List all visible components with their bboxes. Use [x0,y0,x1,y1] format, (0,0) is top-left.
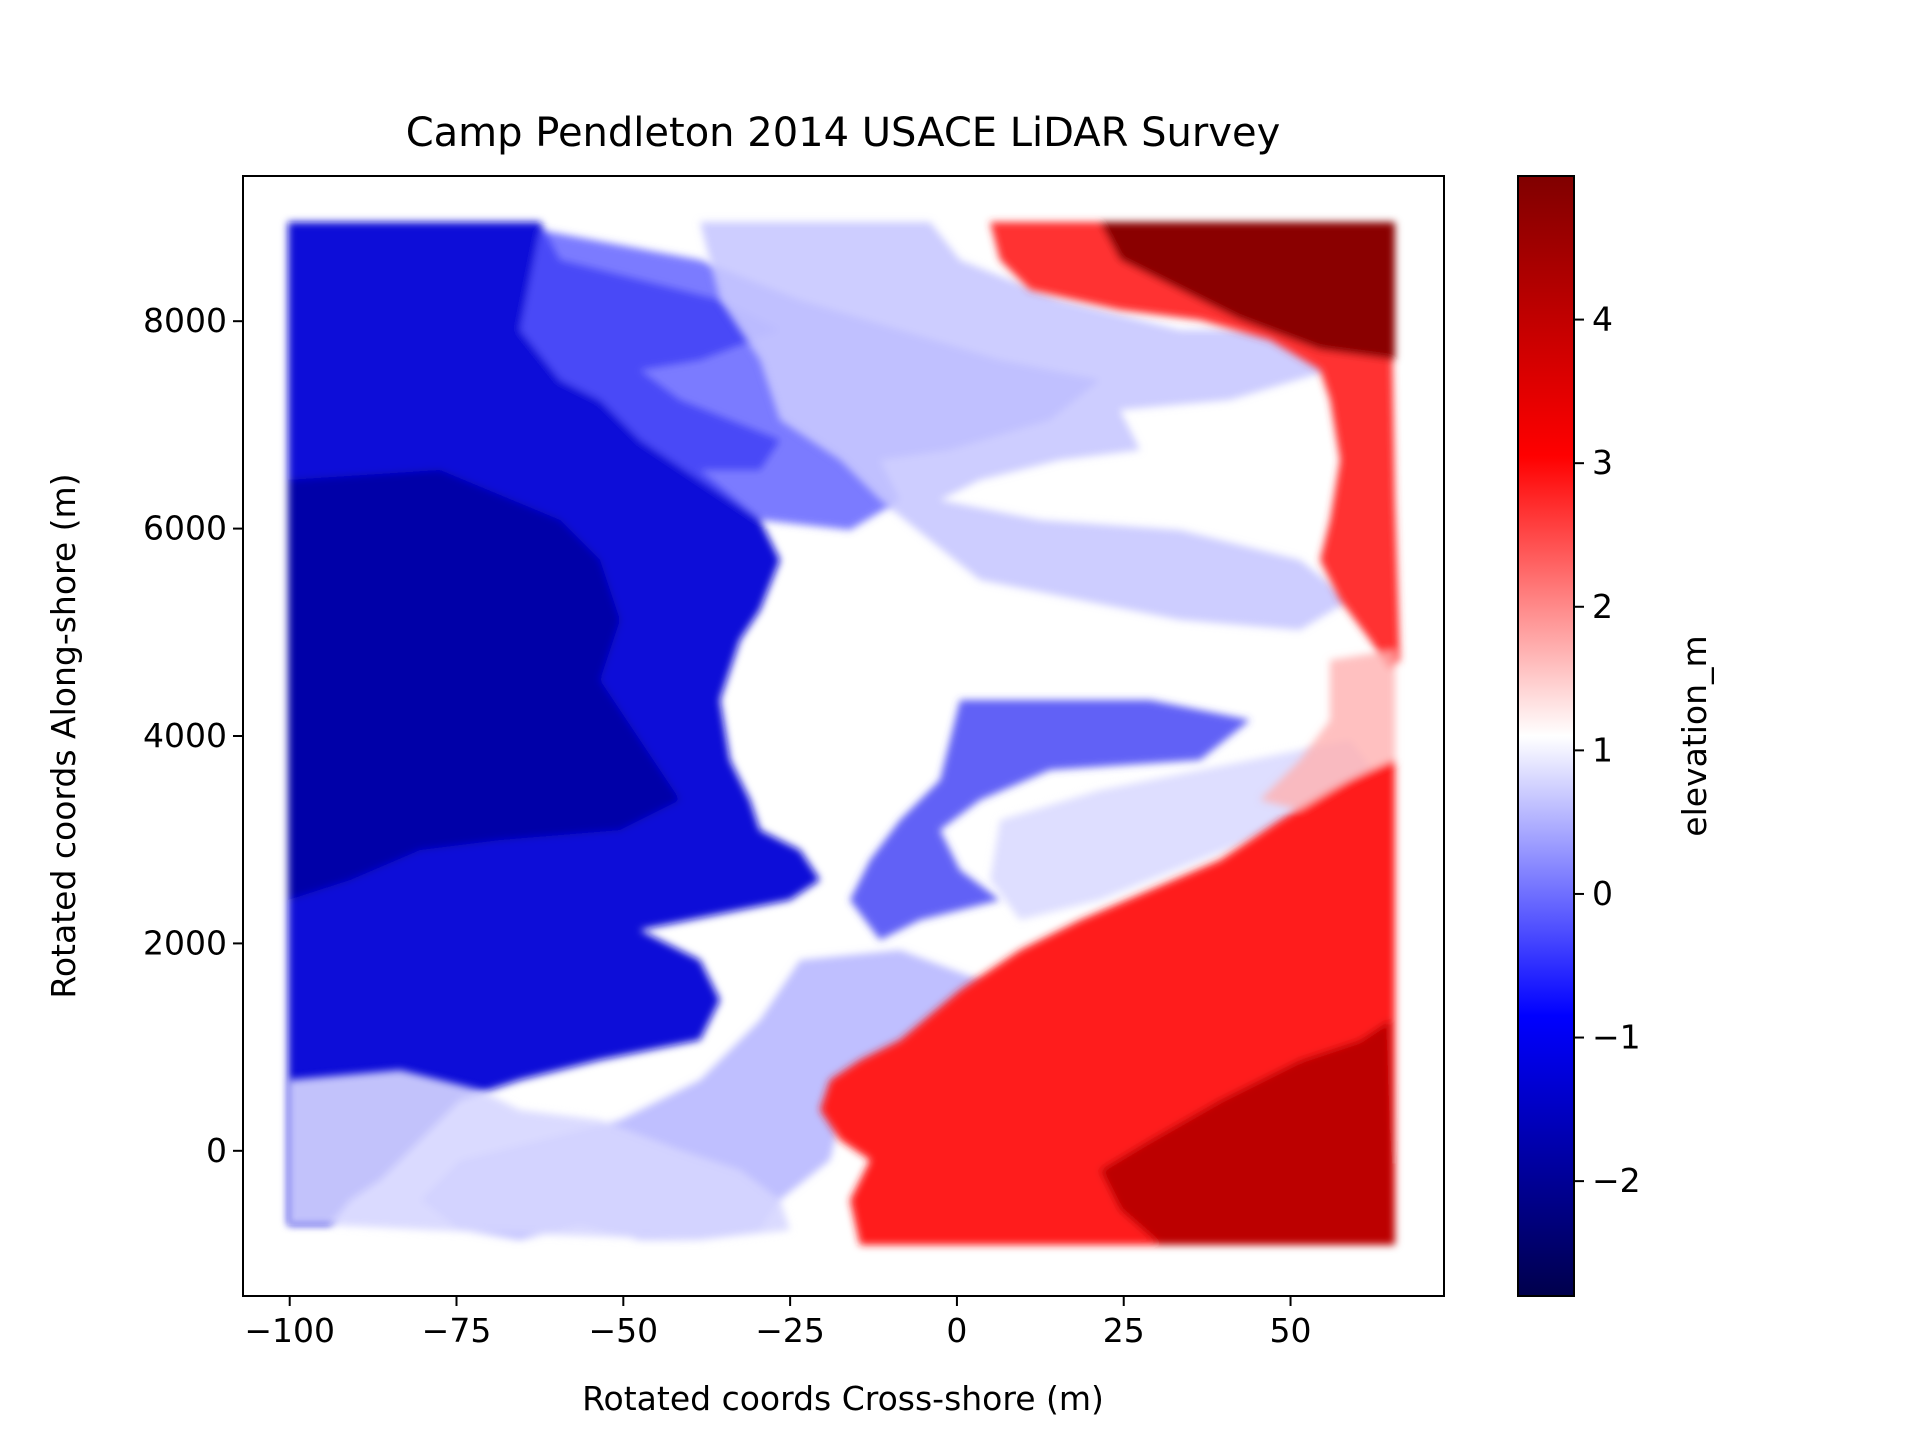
colorbar [1517,175,1575,1297]
x-axis-label: Rotated coords Cross-shore (m) [582,1379,1104,1418]
darkest-water-core [288,470,680,900]
midshore-pink-fringe [1260,650,1395,810]
colorbar-ticks: −2 −1 0 1 2 3 4 [1574,300,1641,1200]
x-tick-label: 25 [1103,1311,1145,1350]
lidar-points-blue [288,222,1250,1225]
y-axis-label: Rotated coords Along-shore (m) [44,473,83,998]
x-tick-label: −25 [755,1311,825,1350]
x-tick-label: −100 [244,1311,335,1350]
x-tick-label: −75 [422,1311,492,1350]
colorbar-tick-label: −2 [1592,1161,1641,1200]
south-beach-dark-core [1100,1020,1395,1245]
y-tick-label: 6000 [143,509,227,548]
shoal-blue-patch [850,700,1250,940]
x-tick-label: 50 [1270,1311,1312,1350]
colorbar-tick-label: 4 [1592,300,1613,339]
colorbar-tick-label: 2 [1592,587,1613,626]
colorbar-tick-label: −1 [1592,1018,1641,1057]
colorbar-tick-label: 1 [1592,730,1613,769]
lidar-points-red [820,222,1400,1245]
y-axis-ticks: 0 2000 4000 6000 8000 [143,301,243,1170]
x-axis-ticks: −100 −75 −50 −25 0 25 50 [244,1296,1312,1350]
colorbar-label: elevation_m [1675,635,1714,836]
y-tick-label: 4000 [143,716,227,755]
colorbar-tick-label: 3 [1592,443,1613,482]
y-tick-label: 8000 [143,301,227,340]
y-tick-label: 0 [206,1131,227,1170]
upper-light-band [700,222,1350,630]
y-tick-label: 2000 [143,923,227,962]
north-dune-crest [1100,222,1395,360]
south-light-lobe [288,1070,790,1240]
x-tick-label: −50 [588,1311,658,1350]
x-tick-label: 0 [946,1311,967,1350]
scatter-plot-area [288,222,1400,1245]
colorbar-tick-label: 0 [1592,874,1613,913]
chart-title: Camp Pendleton 2014 USACE LiDAR Survey [406,110,1281,156]
